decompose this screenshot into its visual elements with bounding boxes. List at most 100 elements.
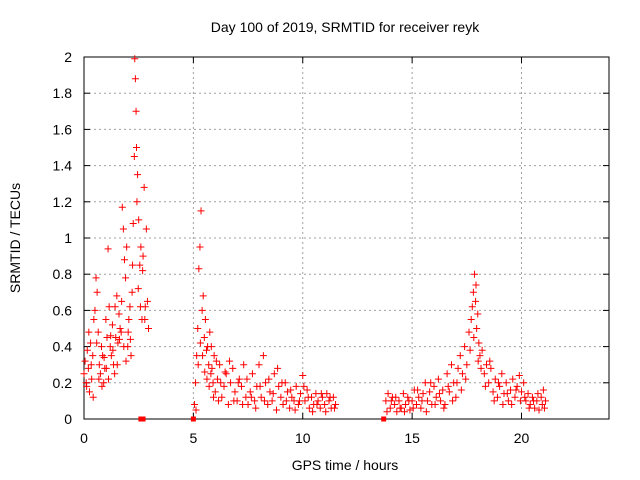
data-point (107, 332, 115, 340)
data-point (131, 75, 139, 83)
data-point (133, 198, 141, 206)
data-point (128, 288, 136, 296)
data-point (234, 379, 242, 387)
y-axis-label: SRMTID / TECUs (7, 183, 23, 293)
data-point (472, 297, 480, 305)
data-point (305, 404, 313, 412)
data-point (89, 393, 97, 401)
data-point (508, 401, 516, 409)
data-point (105, 375, 112, 383)
data-point (288, 393, 296, 401)
data-point (452, 393, 460, 401)
data-point (211, 388, 219, 396)
data-point (95, 361, 103, 369)
data-point (126, 335, 134, 343)
data-point (405, 397, 413, 405)
data-point (83, 346, 91, 354)
data-point (104, 245, 112, 253)
data-point (332, 401, 340, 409)
data-point (472, 281, 480, 289)
data-point (136, 261, 144, 269)
data-point (106, 343, 114, 351)
data-point (413, 401, 420, 409)
x-tick-label: 5 (189, 430, 197, 446)
data-point (210, 352, 218, 360)
data-point (417, 404, 425, 412)
data-point (469, 288, 477, 296)
data-point (437, 397, 445, 405)
data-point (209, 379, 217, 387)
data-point (98, 343, 105, 351)
data-point (530, 397, 538, 405)
data-point (539, 386, 547, 394)
data-point (123, 243, 131, 251)
data-point (132, 107, 140, 115)
data-point (227, 379, 235, 387)
data-point (95, 375, 103, 383)
x-axis-label: GPS time / hours (292, 457, 399, 473)
data-point (122, 274, 130, 282)
data-point (199, 352, 207, 360)
data-point (300, 382, 308, 390)
data-point (297, 390, 305, 398)
data-point (194, 325, 202, 332)
data-point (196, 243, 204, 251)
data-point (231, 388, 239, 396)
data-point (445, 388, 453, 396)
data-point (462, 375, 470, 383)
data-point (535, 406, 543, 414)
data-point (303, 386, 311, 394)
data-point (252, 404, 260, 412)
data-point (456, 352, 464, 360)
data-point (474, 310, 482, 318)
data-point (476, 352, 484, 360)
data-point (395, 397, 403, 405)
data-point (126, 303, 134, 311)
data-point (486, 357, 494, 365)
data-point (449, 397, 457, 405)
data-point (430, 382, 438, 390)
data-point (291, 406, 299, 414)
data-point (240, 361, 248, 369)
data-point (238, 382, 245, 390)
data-point (325, 397, 333, 405)
y-tick-label: 0.6 (53, 302, 73, 318)
data-point (287, 386, 295, 394)
data-point (255, 361, 263, 369)
data-point (502, 379, 510, 387)
data-point (490, 397, 498, 405)
data-point (465, 328, 473, 336)
data-points (80, 55, 550, 422)
data-point (427, 379, 435, 387)
data-point (143, 297, 151, 305)
data-point (200, 334, 208, 342)
data-point (190, 401, 198, 409)
data-point (108, 321, 116, 329)
data-point (480, 370, 488, 378)
data-point (457, 386, 465, 394)
data-point (515, 372, 523, 380)
data-point (282, 397, 290, 405)
data-point (137, 243, 145, 251)
data-point (294, 401, 302, 409)
data-point (222, 370, 230, 378)
data-point (265, 375, 273, 383)
data-point (196, 339, 204, 347)
data-point (91, 306, 99, 314)
data-point (435, 390, 443, 398)
data-point (102, 315, 110, 323)
data-point (383, 408, 391, 416)
data-point (197, 207, 205, 215)
data-point (246, 388, 254, 396)
data-point (474, 357, 482, 365)
data-point (495, 379, 503, 387)
data-point (473, 325, 481, 332)
data-point (89, 352, 97, 360)
data-point (415, 393, 423, 401)
data-point (309, 408, 317, 416)
data-point (283, 388, 291, 396)
data-point (273, 406, 280, 414)
data-point (461, 343, 469, 351)
data-point (266, 388, 274, 396)
data-point (419, 390, 427, 398)
